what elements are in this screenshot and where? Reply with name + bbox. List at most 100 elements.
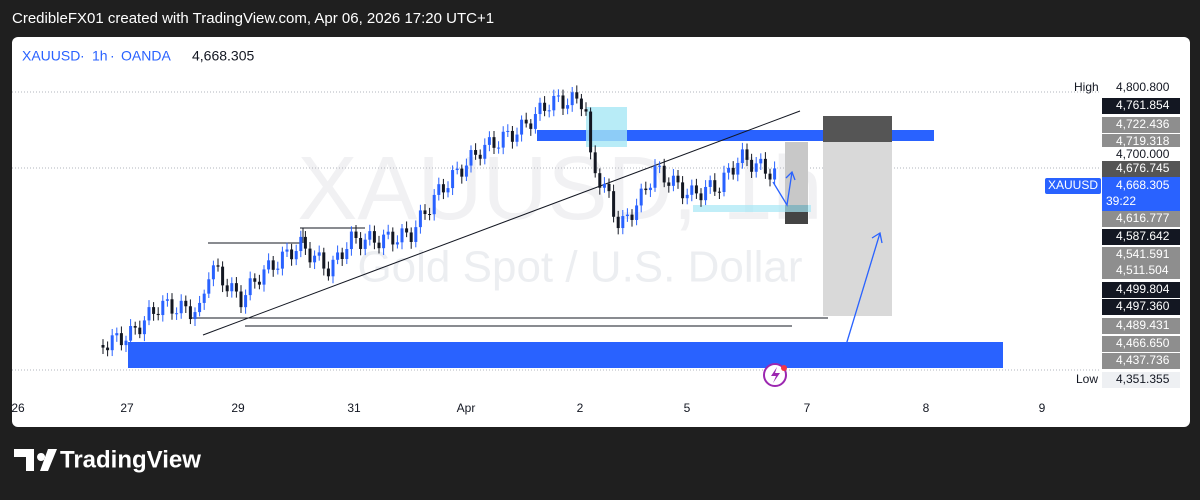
candle-body bbox=[759, 158, 763, 164]
candle-body bbox=[211, 265, 215, 280]
tv-logo bbox=[14, 449, 57, 471]
time-label: Apr bbox=[457, 401, 476, 415]
candle-body bbox=[556, 95, 560, 97]
candle-body bbox=[340, 252, 344, 260]
candle-body bbox=[602, 183, 606, 188]
drawing-line bbox=[202, 110, 801, 336]
candle-body bbox=[497, 147, 501, 149]
price-badge bbox=[1102, 263, 1180, 279]
candle-body bbox=[432, 194, 436, 215]
candle-body bbox=[175, 313, 179, 315]
candle-body bbox=[313, 255, 317, 263]
price-badge bbox=[1102, 299, 1180, 315]
symbol-exchange: OANDA bbox=[121, 48, 171, 64]
watermark-subtitle: Gold Spot / U.S. Dollar bbox=[357, 243, 802, 292]
candle-body bbox=[543, 102, 547, 111]
high-price: 4,800.800 bbox=[1116, 80, 1170, 94]
entry-zone bbox=[693, 205, 811, 212]
candle-body bbox=[768, 173, 772, 180]
candle-body bbox=[179, 300, 183, 314]
candle-body bbox=[326, 268, 330, 277]
candle-body bbox=[648, 187, 652, 191]
separator: · bbox=[80, 48, 85, 64]
candle-body bbox=[763, 158, 767, 174]
candle-body bbox=[538, 102, 542, 115]
candle-body bbox=[727, 167, 731, 173]
candle-body bbox=[405, 228, 409, 233]
candle-body bbox=[147, 307, 151, 321]
price-level: 4,437.736 bbox=[1116, 353, 1170, 367]
candle-body bbox=[510, 130, 514, 142]
candle-body bbox=[414, 227, 418, 242]
candle-body bbox=[704, 186, 708, 201]
candle-body bbox=[234, 283, 238, 292]
candle-body bbox=[754, 163, 758, 172]
price-badge bbox=[1102, 229, 1180, 245]
candle-body bbox=[464, 165, 468, 177]
time-label: 26 bbox=[11, 401, 25, 415]
candle-body bbox=[363, 239, 367, 249]
price-badge bbox=[1102, 161, 1180, 177]
candle-body bbox=[119, 333, 123, 346]
price-badge bbox=[1102, 134, 1180, 150]
candle-body bbox=[244, 295, 248, 308]
candle-body bbox=[285, 249, 289, 252]
candle-body bbox=[239, 291, 243, 308]
candle-body bbox=[423, 210, 427, 215]
candle-body bbox=[202, 293, 206, 303]
price-badge bbox=[1102, 353, 1180, 369]
demand-zone bbox=[128, 342, 1003, 368]
candle-body bbox=[451, 170, 455, 189]
price-level: 4,587.642 bbox=[1116, 229, 1170, 243]
candle-body bbox=[708, 180, 712, 187]
candle-body bbox=[271, 260, 275, 270]
candle-body bbox=[474, 150, 478, 155]
alert-bolt bbox=[771, 367, 780, 383]
target-box-small bbox=[785, 142, 808, 205]
candle-body bbox=[115, 333, 119, 336]
low-badge bbox=[1102, 372, 1180, 388]
candle-body bbox=[262, 269, 266, 285]
candle-body bbox=[354, 231, 358, 238]
candle-body bbox=[101, 345, 105, 348]
price-level: 4,497.360 bbox=[1116, 299, 1170, 313]
candle-body bbox=[165, 299, 169, 301]
candle-body bbox=[152, 307, 156, 314]
candle-body bbox=[713, 180, 717, 192]
candle-body bbox=[345, 249, 349, 260]
candle-body bbox=[446, 188, 450, 193]
candle-body bbox=[460, 168, 464, 177]
candle-body bbox=[317, 252, 321, 256]
price-level: 4,511.504 bbox=[1116, 263, 1169, 277]
candle-body bbox=[336, 252, 340, 260]
alert-dot bbox=[781, 365, 787, 371]
price-level: 4,722.436 bbox=[1116, 117, 1170, 131]
candle-body bbox=[506, 130, 510, 132]
candle-body bbox=[133, 326, 137, 328]
candle-body bbox=[267, 260, 271, 270]
candle-body bbox=[524, 119, 528, 124]
candle-body bbox=[377, 242, 381, 249]
candle-body bbox=[428, 214, 432, 216]
time-label: 5 bbox=[684, 401, 691, 415]
highlight-zone bbox=[586, 107, 627, 147]
candle-body bbox=[625, 214, 629, 217]
candle-body bbox=[276, 268, 280, 270]
candle-body bbox=[676, 175, 680, 183]
candle-body bbox=[156, 313, 160, 316]
projection-arrow bbox=[772, 171, 793, 207]
candle-body bbox=[566, 105, 570, 109]
target-box bbox=[823, 142, 892, 316]
candle-body bbox=[308, 248, 312, 263]
price-level: 4,489.431 bbox=[1116, 318, 1170, 332]
low-price: 4,351.355 bbox=[1116, 372, 1170, 386]
candle-body bbox=[382, 234, 386, 249]
price-level: 4,541.591 bbox=[1116, 247, 1170, 261]
header-text: CredibleFX01 created with TradingView.co… bbox=[12, 10, 494, 27]
symbol-ticker: XAUUSD bbox=[22, 48, 80, 64]
candle-body bbox=[391, 231, 395, 245]
current-price: 4,668.305 bbox=[1116, 178, 1170, 192]
candle-body bbox=[469, 150, 473, 166]
candle-body bbox=[248, 278, 252, 296]
